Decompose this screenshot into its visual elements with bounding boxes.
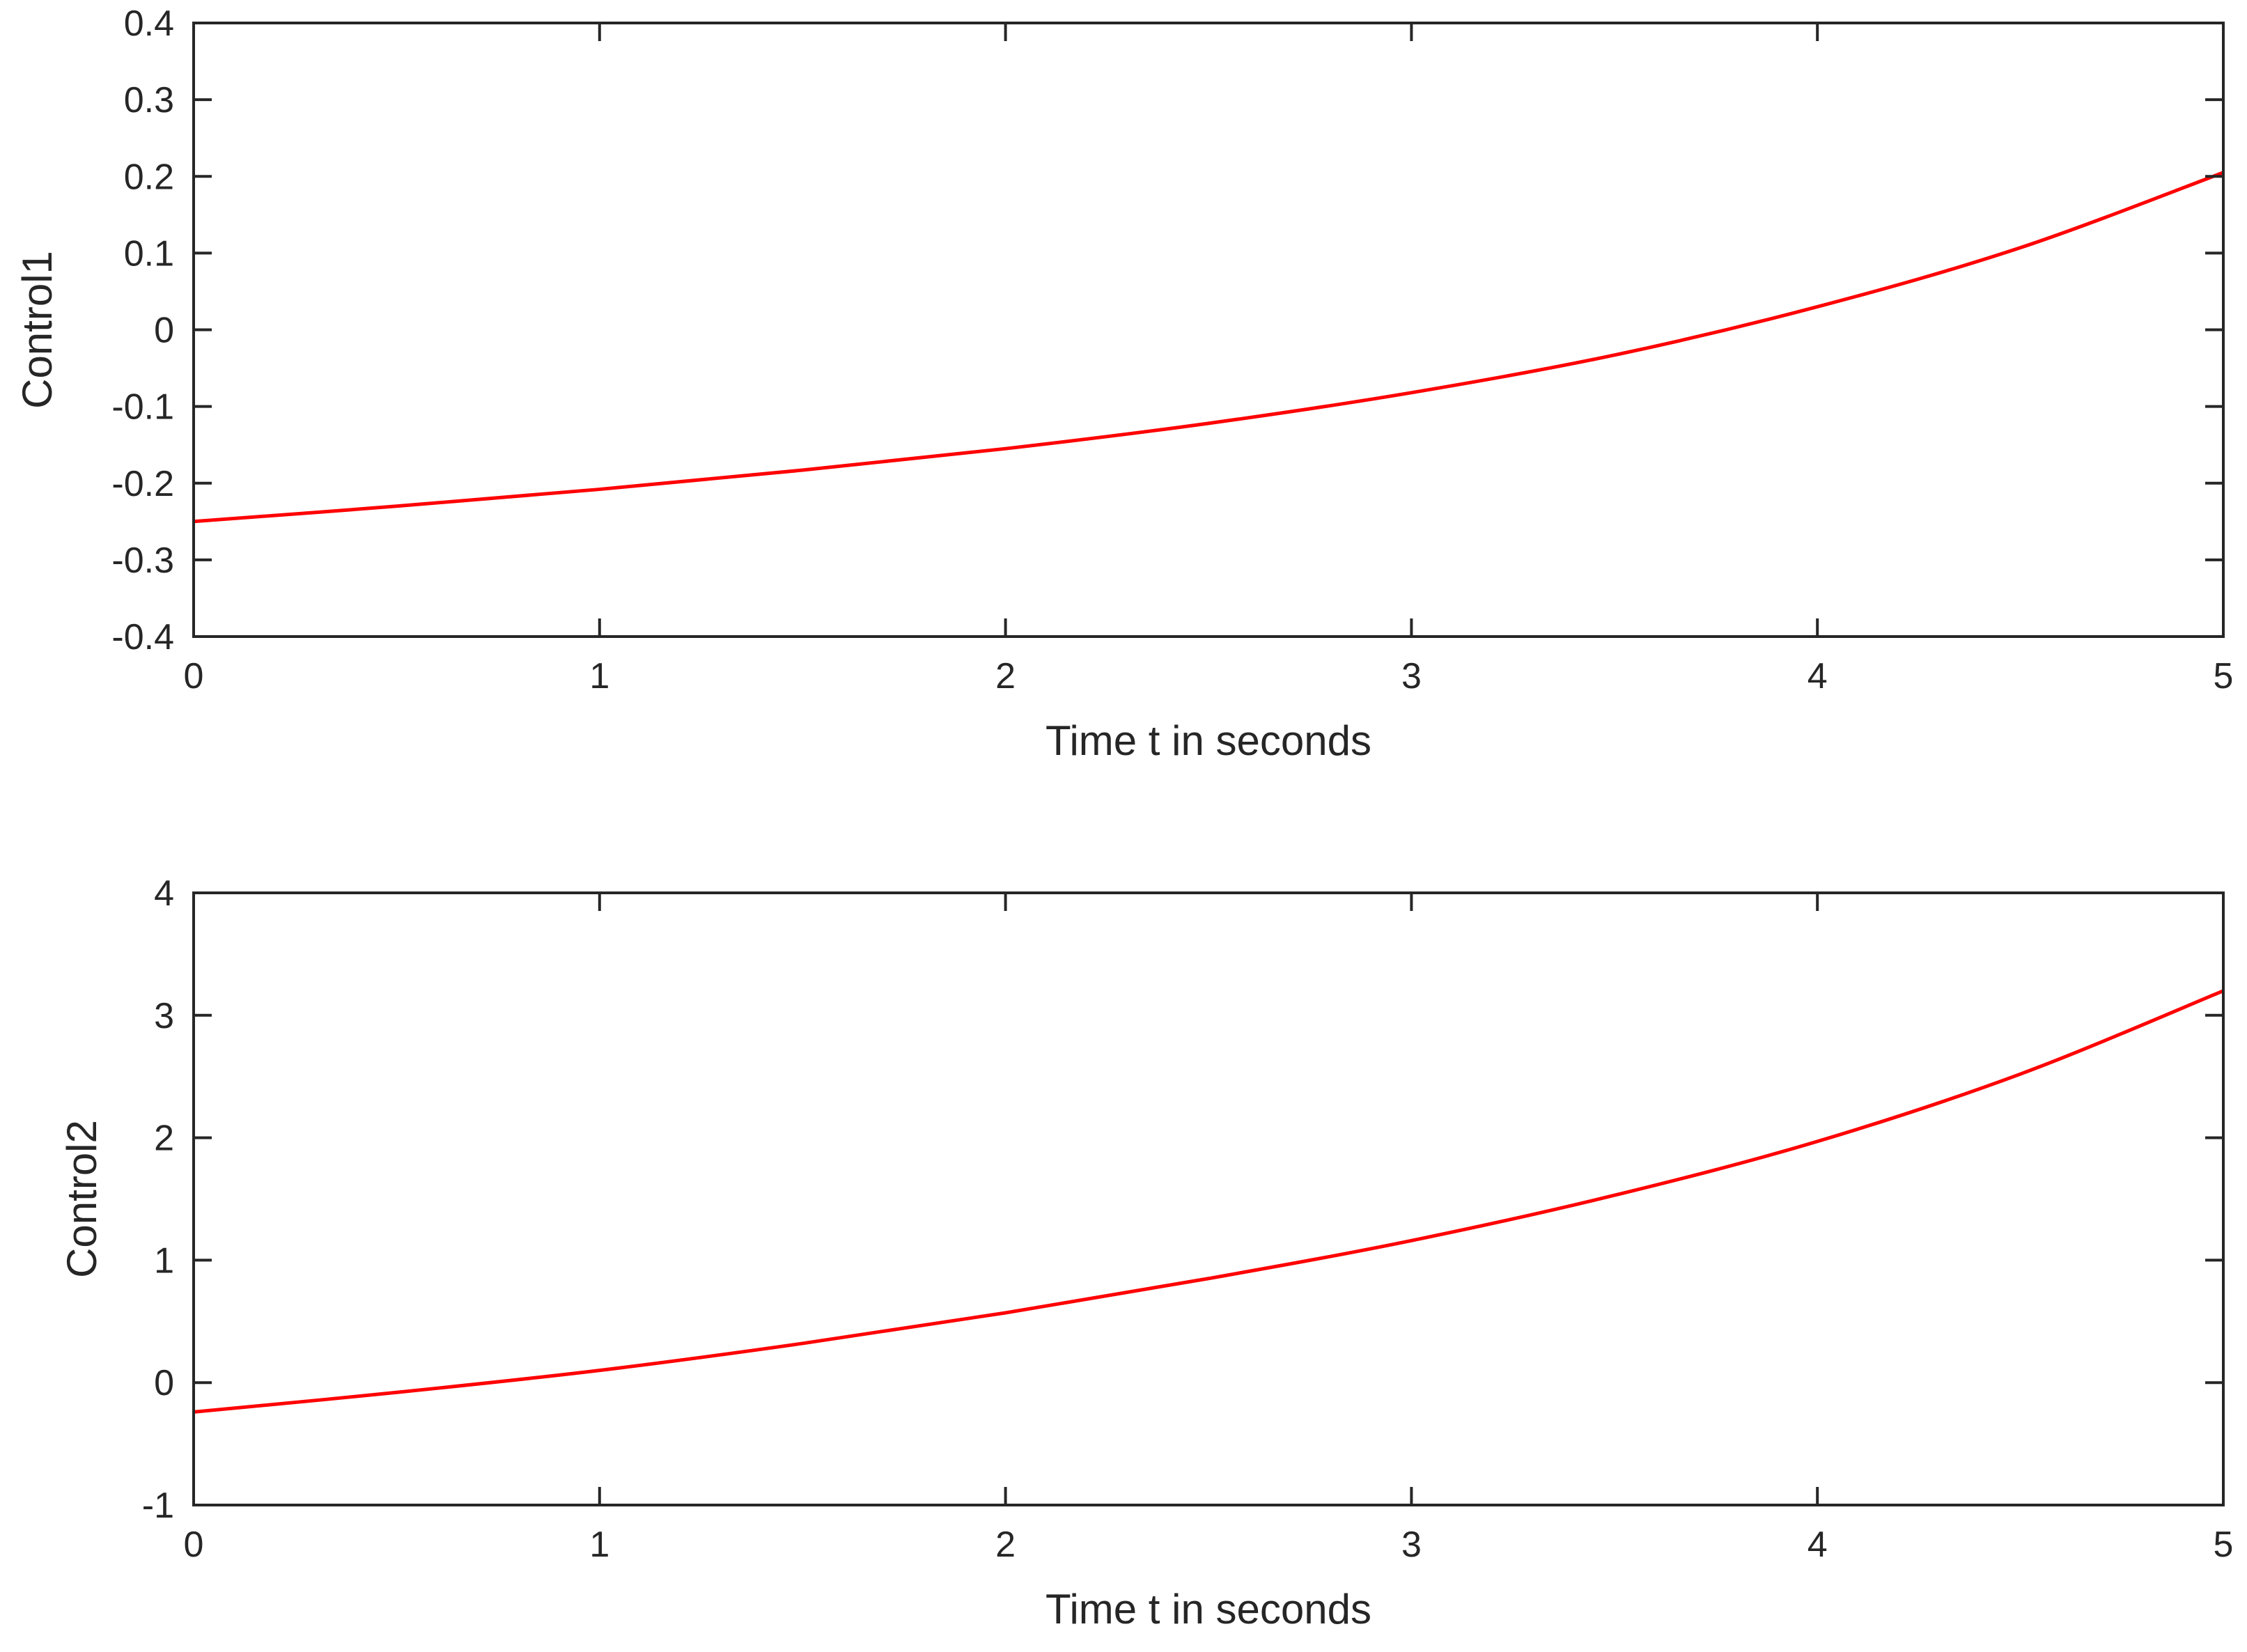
control2-x-tick-label: 2 bbox=[995, 1525, 1016, 1565]
control1-y-axis-label: Control1 bbox=[14, 251, 61, 409]
control1-y-tick-label: 0 bbox=[154, 311, 174, 351]
control1-x-tick-label: 2 bbox=[995, 656, 1016, 696]
control2-x-tick-label: 5 bbox=[2214, 1525, 2234, 1565]
control1-x-tick-label: 1 bbox=[589, 656, 609, 696]
control1-x-tick-label: 0 bbox=[184, 656, 204, 696]
control1-subplot: 0 1 2 3 4 5 -0.4 -0.3 -0.2 -0.1 0 0.1 0.2 0.3 0.4 Time … bbox=[14, 3, 2233, 764]
control1-y-tick-label: 0.2 bbox=[124, 157, 174, 197]
control2-x-tick-label: 1 bbox=[589, 1525, 609, 1565]
control1-y-tick-label: -0.2 bbox=[111, 464, 174, 504]
control1-y-tick-label: -0.1 bbox=[111, 387, 174, 428]
control2-axes-box bbox=[192, 891, 2225, 1506]
control1-series-line bbox=[194, 171, 2223, 524]
control2-y-tick-label: -1 bbox=[142, 1486, 174, 1526]
control2-x-tick-label: 3 bbox=[1401, 1525, 1422, 1565]
control2-x-tick-label: 4 bbox=[1807, 1525, 1828, 1565]
control2-series-line bbox=[194, 989, 2223, 1414]
control2-y-axis-label: Control2 bbox=[59, 1120, 105, 1278]
control1-y-tick-label: 0.3 bbox=[124, 80, 174, 120]
control2-x-tick-label: 0 bbox=[184, 1525, 204, 1565]
control2-y-tick-label: 2 bbox=[154, 1119, 174, 1159]
control1-y-tick-label: 0.1 bbox=[124, 233, 174, 274]
control2-x-axis-label: Time t in seconds bbox=[1045, 1586, 1371, 1632]
control1-y-tick-label: -0.3 bbox=[111, 540, 174, 581]
control1-x-tick-label: 4 bbox=[1807, 656, 1828, 696]
control1-x-tick-label: 3 bbox=[1401, 656, 1422, 696]
control2-y-tick-label: 3 bbox=[154, 996, 174, 1036]
control2-y-tick-label: 1 bbox=[154, 1240, 174, 1281]
control2-y-tick-label: 4 bbox=[154, 873, 174, 914]
control1-x-tick-label: 5 bbox=[2214, 656, 2234, 696]
control1-x-axis-label: Time t in seconds bbox=[1045, 717, 1371, 764]
control1-y-tick-label: -0.4 bbox=[111, 617, 174, 657]
control1-y-tick-label: 0.4 bbox=[124, 3, 174, 44]
control2-y-tick-label: 0 bbox=[154, 1363, 174, 1403]
